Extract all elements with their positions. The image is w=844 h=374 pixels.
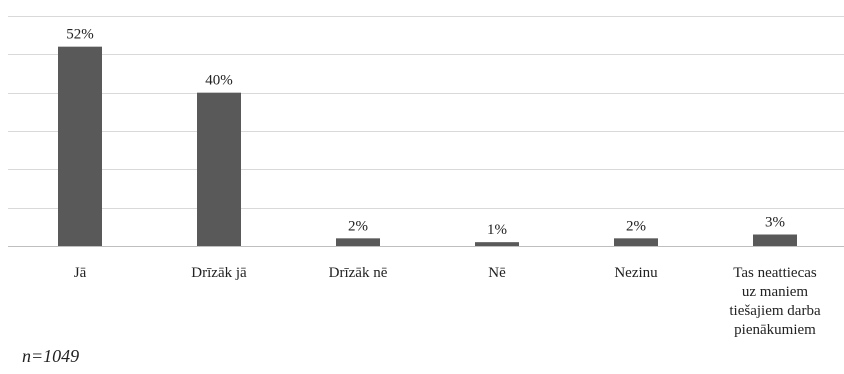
data-label-4: 1% [487, 222, 507, 238]
bars [58, 47, 797, 246]
category-label-2: Drīzāk jā [191, 265, 247, 281]
data-label-2: 40% [205, 73, 233, 89]
category-label-1: Jā [74, 265, 87, 281]
data-label-6: 3% [765, 215, 785, 231]
data-label-1: 52% [66, 27, 94, 43]
bar-5 [614, 238, 658, 246]
gridlines [8, 17, 844, 247]
data-label-3: 2% [348, 218, 368, 234]
bar-6 [753, 235, 797, 247]
bar-4 [475, 242, 519, 246]
bar-2 [197, 93, 241, 246]
data-label-5: 2% [626, 218, 646, 234]
bar-1 [58, 47, 102, 246]
category-labels: Jā Drīzāk jā Drīzāk nē Nē Nezinu Tas neattiec… [74, 265, 821, 338]
bar-3 [336, 238, 380, 246]
data-labels: 52% 40% 2% 1% 2% 3% [66, 27, 785, 239]
sample-size-note: n=1049 [22, 346, 79, 367]
category-label-6: Tas neattiecas uz maniem tiešajiem darba pi… [729, 265, 821, 338]
category-label-5: Nezinu [614, 265, 658, 281]
category-label-4: Nē [488, 265, 506, 281]
category-label-3: Drīzāk nē [329, 265, 388, 281]
